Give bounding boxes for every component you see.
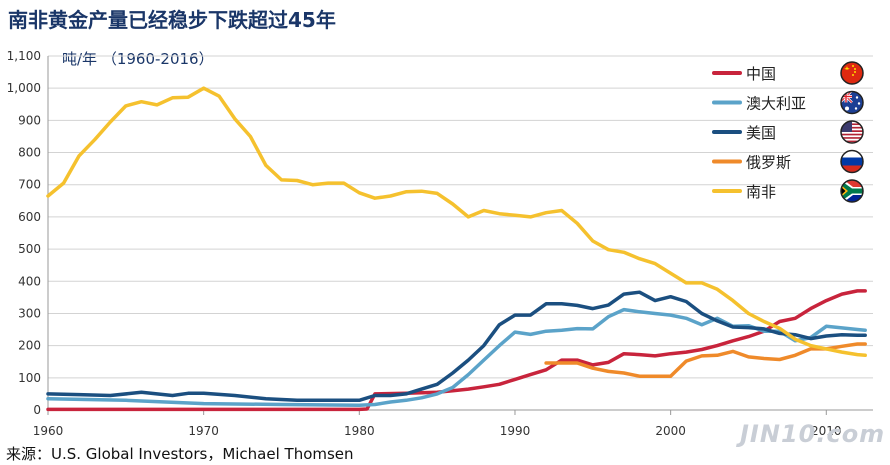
russia-flag-icon <box>840 149 864 174</box>
china-flag-icon <box>840 61 864 85</box>
y-tick-label: 700 <box>18 178 41 192</box>
y-tick-label: 800 <box>18 146 41 160</box>
y-tick-label: 600 <box>18 210 41 224</box>
legend-label: 南非 <box>746 183 776 201</box>
y-tick-label: 300 <box>18 306 41 320</box>
x-tick-label: 1990 <box>500 424 531 438</box>
x-tick-label: 2000 <box>655 424 686 438</box>
source-note: 来源：U.S. Global Investors，Michael Thomsen <box>6 445 354 463</box>
x-tick-label: 2010 <box>811 424 842 438</box>
unit-label: 吨/年 （1960-2016） <box>62 50 214 68</box>
x-tick-label: 1960 <box>33 424 64 438</box>
legend-label: 美国 <box>746 124 776 142</box>
y-tick-label: 1,100 <box>7 49 41 63</box>
x-axis-ticks: 1960 1970 1980 1990 2000 2010 <box>33 410 842 438</box>
y-tick-label: 400 <box>18 274 41 288</box>
y-tick-label: 1,000 <box>7 81 41 95</box>
usa-flag-icon <box>840 120 864 144</box>
australia-flag-icon <box>840 90 864 115</box>
y-tick-label: 900 <box>18 113 41 127</box>
y-tick-label: 100 <box>18 371 41 385</box>
x-tick-label: 1980 <box>344 424 375 438</box>
grid-lines <box>47 55 873 411</box>
y-tick-label: 500 <box>18 242 41 256</box>
y-tick-label: 200 <box>18 339 41 353</box>
legend-label: 中国 <box>746 65 776 83</box>
y-tick-label: 0 <box>33 403 41 417</box>
chart-title: 南非黄金产量已经稳步下跌超过45年 <box>8 8 336 32</box>
legend-label: 澳大利亚 <box>746 95 806 113</box>
legend-label: 俄罗斯 <box>746 154 791 172</box>
series-lines <box>46 86 867 412</box>
y-axis-ticks: 0 100 200 300 400 500 600 700 800 900 1,000 1,100 <box>7 49 41 417</box>
series-line-南非 <box>46 86 867 358</box>
series-line-美国 <box>46 290 867 403</box>
x-tick-label: 1970 <box>188 424 219 438</box>
south-africa-flag-icon <box>840 179 864 203</box>
watermark-logo: JIN10.com <box>740 420 886 448</box>
